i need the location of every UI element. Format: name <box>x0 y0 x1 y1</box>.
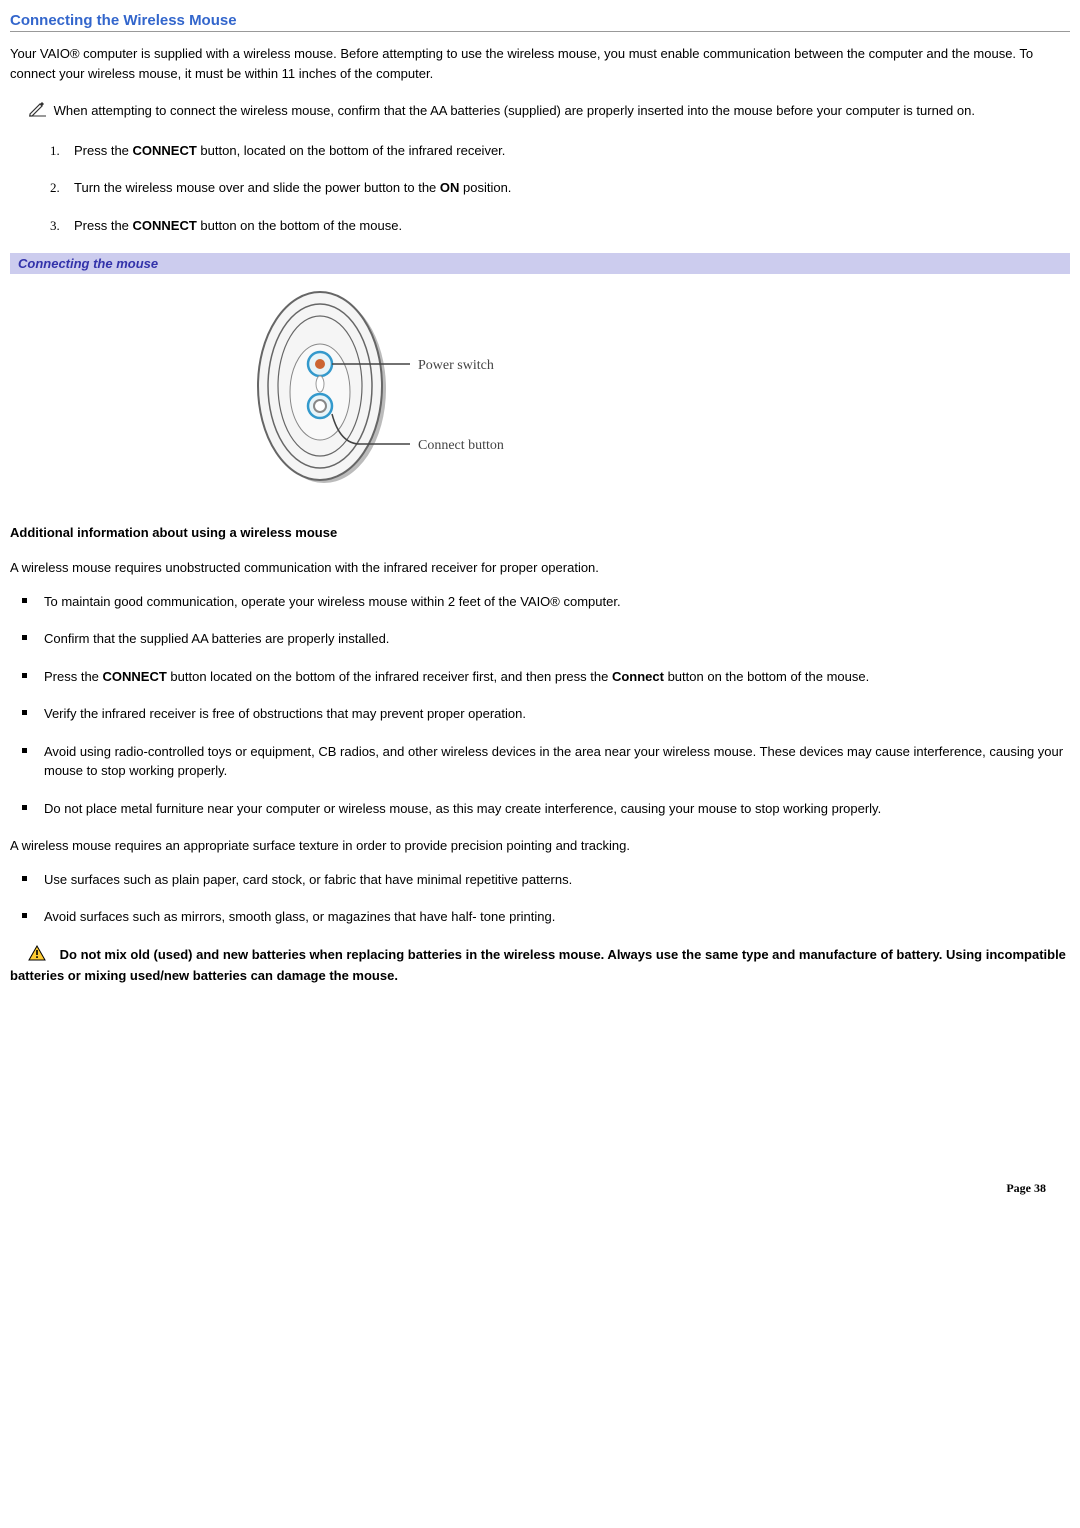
warning-text: Do not mix old (used) and new batteries … <box>10 947 1066 984</box>
tips-list-1: To maintain good communication, operate … <box>10 592 1070 819</box>
step-post: button on the bottom of the mouse. <box>197 218 402 233</box>
warning-block: Do not mix old (used) and new batteries … <box>10 945 1070 986</box>
surface-paragraph: A wireless mouse requires an appropriate… <box>10 836 1070 856</box>
step-bold: CONNECT <box>133 218 197 233</box>
additional-heading: Additional information about using a wir… <box>10 525 1070 540</box>
tip-item: Do not place metal furniture near your c… <box>18 799 1070 819</box>
tip-item: Avoid surfaces such as mirrors, smooth g… <box>18 907 1070 927</box>
warning-triangle-icon <box>28 945 46 967</box>
mouse-figure: Power switch Connect button <box>10 284 1070 497</box>
section-heading: Connecting the Wireless Mouse <box>10 12 1070 29</box>
page-number: Page 38 <box>1006 1181 1046 1196</box>
step-bold: CONNECT <box>133 143 197 158</box>
step-pre: Turn the wireless mouse over and slide t… <box>74 180 440 195</box>
step-1: 1. Press the CONNECT button, located on … <box>50 141 1070 161</box>
step-bold: ON <box>440 180 460 195</box>
additional-intro: A wireless mouse requires unobstructed c… <box>10 558 1070 578</box>
step-post: button, located on the bottom of the inf… <box>197 143 506 158</box>
step-num: 2. <box>50 178 60 198</box>
note-text: When attempting to connect the wireless … <box>54 103 975 118</box>
tips-list-2: Use surfaces such as plain paper, card s… <box>10 870 1070 927</box>
figure-caption-bar: Connecting the mouse <box>10 253 1070 274</box>
tip-item: Use surfaces such as plain paper, card s… <box>18 870 1070 890</box>
note-line: When attempting to connect the wireless … <box>10 101 1070 123</box>
tip-item: To maintain good communication, operate … <box>18 592 1070 612</box>
step-num: 3. <box>50 216 60 236</box>
tip-item: Avoid using radio-controlled toys or equ… <box>18 742 1070 781</box>
intro-text: Your VAIO® computer is supplied with a w… <box>10 46 1033 81</box>
heading-rule <box>10 31 1070 32</box>
step-2: 2. Turn the wireless mouse over and slid… <box>50 178 1070 198</box>
step-pre: Press the <box>74 143 133 158</box>
power-switch-label: Power switch <box>418 358 494 373</box>
step-num: 1. <box>50 141 60 161</box>
steps-list: 1. Press the CONNECT button, located on … <box>10 141 1070 236</box>
intro-paragraph: Your VAIO® computer is supplied with a w… <box>10 44 1070 83</box>
tip-item: Verify the infrared receiver is free of … <box>18 704 1070 724</box>
tip-item: Confirm that the supplied AA batteries a… <box>18 629 1070 649</box>
step-post: position. <box>459 180 511 195</box>
step-pre: Press the <box>74 218 133 233</box>
pencil-note-icon <box>28 101 48 123</box>
connect-button-label: Connect button <box>418 438 504 453</box>
step-3: 3. Press the CONNECT button on the botto… <box>50 216 1070 236</box>
tip-item-connect: Press the CONNECT button located on the … <box>18 667 1070 687</box>
